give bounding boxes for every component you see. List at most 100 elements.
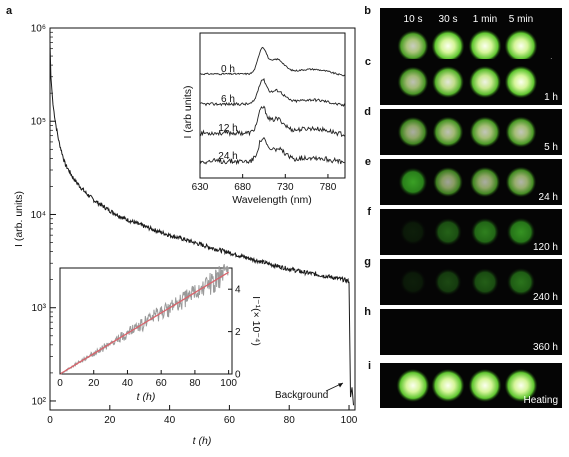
reciprocal-x-tick-label: 80 bbox=[189, 378, 201, 389]
glow-spot bbox=[504, 29, 538, 63]
panel-label-a: a bbox=[6, 5, 13, 17]
reciprocal-y-axis-label: I⁻¹(× 10⁻⁴) bbox=[250, 296, 262, 346]
spectra-x-tick-label: 730 bbox=[277, 182, 294, 193]
panel-label-d: d bbox=[364, 106, 371, 118]
spectrum-label: 0 h bbox=[221, 64, 235, 75]
glow-spot bbox=[431, 369, 465, 402]
main-x-tick-label: 40 bbox=[164, 415, 176, 426]
background-arrowhead bbox=[338, 383, 343, 388]
main-x-tick-label: 60 bbox=[224, 415, 236, 426]
reciprocal-x-tick-label: 60 bbox=[156, 378, 168, 389]
glow-spot bbox=[470, 217, 500, 247]
glow-panel-f: f 120 h bbox=[367, 206, 562, 255]
glow-column-header: 30 s bbox=[439, 14, 458, 25]
main-y-tick-label: 10⁵ bbox=[31, 117, 46, 128]
panel-label-f: f bbox=[367, 206, 371, 218]
glow-caption: 24 h bbox=[539, 192, 558, 203]
glow-panel-d: d 5 h bbox=[364, 106, 562, 155]
spectra-x-tick-label: 680 bbox=[234, 182, 251, 193]
glow-column-header: 5 min bbox=[509, 14, 533, 25]
reciprocal-x-tick-label: 100 bbox=[220, 378, 237, 389]
glow-image-background bbox=[380, 309, 562, 355]
glow-caption: Heating bbox=[524, 395, 558, 406]
panel-label-e: e bbox=[365, 156, 371, 168]
spectrum-label: 24 h bbox=[218, 151, 237, 162]
glow-spot bbox=[469, 116, 501, 148]
reciprocal-data bbox=[59, 263, 229, 375]
glow-panel-h: h 360 h bbox=[364, 306, 562, 355]
glow-spot bbox=[506, 267, 536, 297]
glow-panel-c: c 1 h bbox=[365, 56, 562, 105]
glow-spot bbox=[506, 217, 536, 247]
glow-spot bbox=[432, 66, 464, 98]
main-y-tick-label: 10⁶ bbox=[31, 24, 46, 35]
glow-column-header: 10 s bbox=[404, 14, 423, 25]
spectra-axes: 630 680 730 780 bbox=[192, 174, 337, 193]
glow-panel-g: g 240 h bbox=[364, 256, 562, 305]
glow-spot bbox=[433, 167, 463, 197]
spectrum-line bbox=[199, 46, 346, 77]
main-x-tick-label: 100 bbox=[341, 415, 358, 426]
glow-spot bbox=[399, 268, 427, 296]
glow-caption: 120 h bbox=[533, 242, 558, 253]
main-x-tick-label: 80 bbox=[284, 415, 296, 426]
glow-spot bbox=[397, 66, 429, 98]
reciprocal-y-tick-label: 2 bbox=[235, 327, 241, 338]
main-x-tick-label: 20 bbox=[104, 415, 116, 426]
reciprocal-x-axis-label: t (h) bbox=[137, 391, 156, 403]
glow-panel-e: e 24 h bbox=[365, 156, 562, 205]
glow-caption: 1 h bbox=[544, 92, 558, 103]
glow-spot bbox=[399, 218, 427, 246]
glow-spot bbox=[434, 268, 462, 296]
glow-spot bbox=[468, 65, 502, 99]
main-y-tick-label: 10⁴ bbox=[31, 210, 46, 221]
glow-caption: 360 h bbox=[533, 342, 558, 353]
reciprocal-linear-fit bbox=[59, 271, 229, 375]
spectra-x-axis-label: Wavelength (nm) bbox=[232, 194, 312, 206]
panel-label-b: b bbox=[364, 5, 371, 17]
main-y-tick-label: 10² bbox=[32, 396, 47, 407]
spectrum-line bbox=[199, 105, 346, 137]
glow-spot bbox=[505, 166, 537, 198]
glow-spot bbox=[432, 116, 464, 148]
main-x-tick-label: 0 bbox=[47, 415, 53, 426]
reciprocal-x-tick-label: 40 bbox=[122, 378, 134, 389]
glow-spot bbox=[397, 30, 429, 62]
glow-spot bbox=[471, 268, 499, 296]
spectrum-label: 6 h bbox=[221, 94, 235, 105]
glow-caption: 240 h bbox=[533, 292, 558, 303]
spectra-x-tick-label: 780 bbox=[320, 182, 337, 193]
panel-label-g: g bbox=[364, 256, 371, 268]
glow-spot bbox=[468, 29, 502, 63]
panel-label-i: i bbox=[368, 360, 371, 372]
glow-spot bbox=[469, 166, 501, 198]
panel-label-c: c bbox=[365, 56, 371, 68]
glow-spot bbox=[434, 218, 462, 246]
glow-spot bbox=[431, 29, 465, 63]
reciprocal-y-tick-label: 0 bbox=[235, 370, 241, 381]
reciprocal-x-tick-label: 0 bbox=[57, 378, 63, 389]
main-y-tick-label: 10³ bbox=[32, 303, 47, 314]
glow-spot bbox=[396, 369, 430, 402]
spectra-frame bbox=[199, 32, 346, 179]
background-annotation: Background bbox=[275, 390, 328, 401]
spectra-x-tick-label: 630 bbox=[192, 182, 209, 193]
glow-spot bbox=[505, 116, 537, 148]
glow-spot bbox=[398, 167, 428, 197]
panel-label-h: h bbox=[364, 306, 371, 318]
glow-spot bbox=[504, 65, 538, 99]
glow-panel-i: i Heating bbox=[368, 360, 562, 408]
main-x-axis-label: t (h) bbox=[193, 435, 212, 447]
glow-column-header: 1 min bbox=[473, 14, 497, 25]
spectrum-label: 12 h bbox=[218, 123, 237, 134]
inset-spectra: 0 h 6 h 12 h 24 h 630 680 730 780 I (arb units… bbox=[182, 32, 346, 206]
reciprocal-y-tick-label: 4 bbox=[235, 285, 241, 296]
reciprocal-x-tick-label: 20 bbox=[88, 378, 100, 389]
spectra-curves: 0 h 6 h 12 h 24 h bbox=[199, 46, 346, 166]
